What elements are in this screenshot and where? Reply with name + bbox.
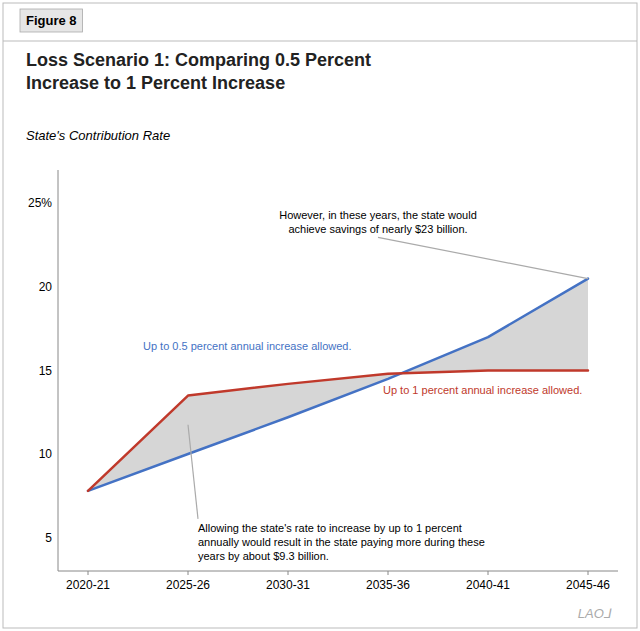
figure-label-box <box>20 9 83 32</box>
x-tick-label: 2025-26 <box>166 578 210 592</box>
x-tick <box>488 571 489 575</box>
watermark: LAO⅃ <box>578 606 612 621</box>
y-tick-label: 25% <box>28 196 52 210</box>
x-tick <box>188 571 189 575</box>
x-tick <box>388 571 389 575</box>
plot-marks <box>88 279 588 491</box>
y-tick-label: 20 <box>39 280 53 294</box>
y-tick-label: 15 <box>39 364 53 378</box>
figure-label: Figure 8 <box>26 13 77 28</box>
x-tick <box>88 571 89 575</box>
title: Loss Scenario 1: Comparing 0.5 PercentIn… <box>26 50 371 93</box>
header-rule <box>3 41 637 42</box>
annotation: However, in these years, the state would… <box>279 209 477 235</box>
x-tick <box>288 571 289 575</box>
subtitle: State's Contribution Rate <box>26 128 170 143</box>
x-axis-line <box>58 571 618 572</box>
x-tick-label: 2035-36 <box>366 578 410 592</box>
difference-area <box>88 279 588 491</box>
y-tick-label: 10 <box>39 447 53 461</box>
x-tick-label: 2030-31 <box>266 578 310 592</box>
annotation-leader <box>378 237 588 278</box>
x-tick <box>588 571 589 575</box>
annotation-leader <box>188 425 198 519</box>
chart: Figure 8 Loss Scenario 1: Comparing 0.5 P… <box>0 0 640 631</box>
series-line <box>88 279 588 491</box>
series-label: Up to 1 percent annual increase allowed. <box>383 384 582 396</box>
x-tick-label: 2045-46 <box>566 578 610 592</box>
y-tick-label: 5 <box>45 531 52 545</box>
y-axis-line <box>58 170 59 571</box>
series-label: Up to 0.5 percent annual increase allowe… <box>143 340 352 352</box>
x-tick-label: 2040-41 <box>466 578 510 592</box>
series-line <box>88 371 588 491</box>
annotation: Allowing the state's rate to increase by… <box>198 522 485 562</box>
page-border <box>3 3 637 628</box>
x-tick-label: 2020-21 <box>66 578 110 592</box>
